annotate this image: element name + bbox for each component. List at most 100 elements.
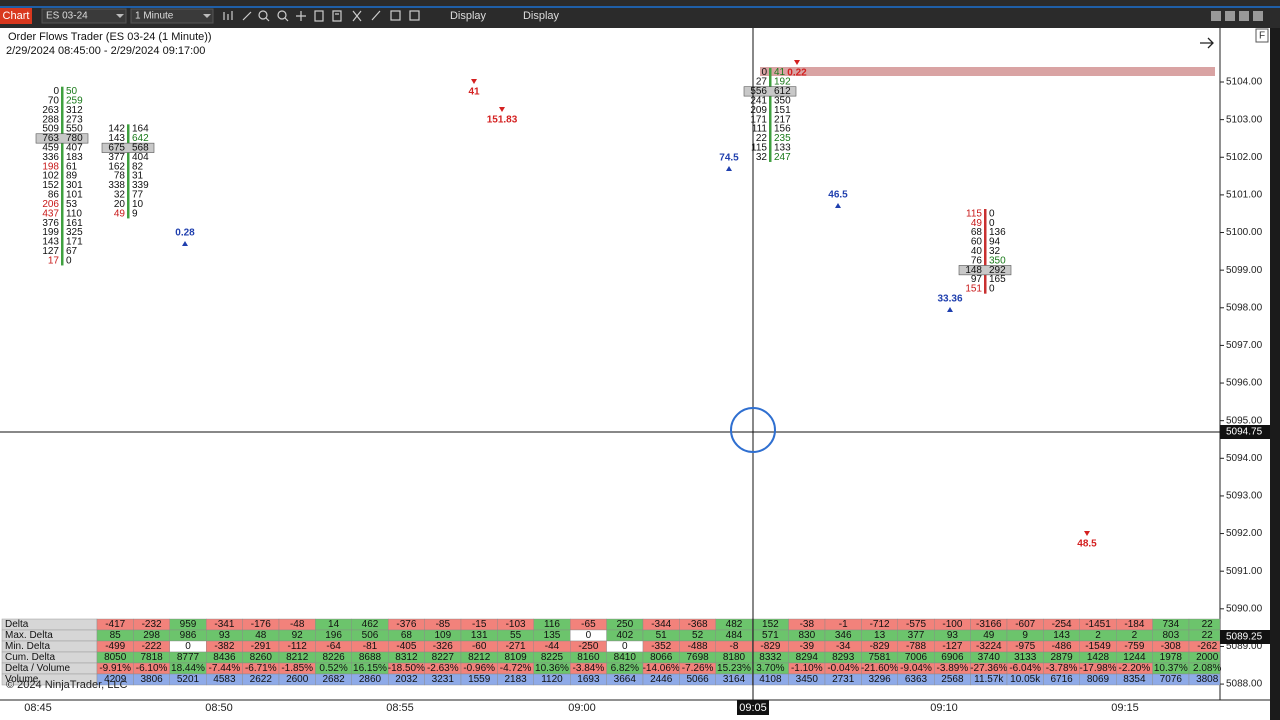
bid-volume: 336	[42, 152, 59, 163]
stat-value: -376	[396, 619, 416, 630]
stat-value: 7006	[905, 652, 928, 663]
ask-volume: 259	[66, 95, 83, 106]
window-controls[interactable]	[1211, 11, 1263, 21]
stat-value: -3.89%	[937, 663, 969, 674]
ask-volume: 164	[132, 124, 149, 135]
value-area-band	[760, 67, 1215, 76]
stat-value: 1693	[577, 674, 600, 685]
price-label: 5103.00	[1226, 114, 1263, 125]
stat-value: 2	[1095, 630, 1101, 641]
bid-volume: 32	[114, 190, 126, 201]
stat-value: 9	[1022, 630, 1028, 641]
ask-volume: 110	[66, 208, 82, 219]
stat-value: -1.85%	[281, 663, 313, 674]
stat-value: -7.26%	[682, 663, 714, 674]
stat-value: 3.70%	[756, 663, 784, 674]
stat-value: 2	[1132, 630, 1138, 641]
toolbar-icons[interactable]	[223, 10, 420, 22]
scroll-arrow[interactable]	[1200, 37, 1214, 49]
instrument-select[interactable]	[41, 8, 127, 24]
stat-value: 10.05k	[1010, 674, 1041, 685]
price-label: 5096.00	[1226, 378, 1263, 389]
stat-value: 7076	[1160, 674, 1183, 685]
stat-value: 959	[180, 619, 197, 630]
stat-value: 55	[510, 630, 522, 641]
bid-volume: 151	[965, 284, 982, 295]
ask-volume: 292	[989, 265, 1006, 276]
row-label: Delta	[5, 619, 29, 630]
annotation-triangle	[794, 60, 800, 65]
bid-volume: 78	[114, 171, 126, 182]
chart-tab-label[interactable]: Chart	[3, 10, 30, 22]
stat-value: -829	[760, 641, 780, 652]
ask-volume: 77	[132, 190, 144, 201]
price-label: 5102.00	[1226, 152, 1263, 163]
stat-value: 2568	[941, 674, 964, 685]
price-label: 5095.00	[1226, 415, 1263, 426]
bid-volume: 17	[48, 255, 60, 266]
row-label: Cum. Delta	[5, 652, 55, 663]
stat-value: -2.63%	[427, 663, 459, 674]
stat-value: 3808	[1196, 674, 1219, 685]
stat-value: -788	[906, 641, 926, 652]
stat-value: -17.98%	[1079, 663, 1116, 674]
bid-volume: 459	[42, 142, 59, 153]
stat-value: -6.04%	[1009, 663, 1041, 674]
stat-value: 8109	[504, 652, 527, 663]
stat-value: 0	[586, 630, 592, 641]
stat-value: 986	[180, 630, 197, 641]
annotation-triangle	[182, 241, 188, 246]
stat-value: 8410	[614, 652, 637, 663]
stat-value: -48	[290, 619, 305, 630]
annotation-triangle	[471, 79, 477, 84]
bid-volume: 162	[108, 161, 125, 172]
poc-cell	[743, 86, 797, 97]
stat-value: 3231	[432, 674, 455, 685]
stat-value: 3806	[140, 674, 163, 685]
stat-value: -34	[836, 641, 851, 652]
annotation-triangle	[726, 166, 732, 171]
stat-value: 830	[798, 630, 815, 641]
instrument-label[interactable]: ES 03-24	[46, 11, 88, 22]
stats-table: Delta -417 -232 959 -341 -176 -48 14 462 -376 -85 -…	[1, 618, 1221, 686]
stat-value: 402	[616, 630, 633, 641]
stat-value: -759	[1124, 641, 1144, 652]
bid-volume: 22	[756, 133, 768, 144]
stat-value: -488	[688, 641, 708, 652]
stat-value: 7818	[140, 652, 163, 663]
price-axis: 5104.00 5103.00 5102.00 5101.00 5100.00 5099.…	[1220, 77, 1270, 690]
stat-value: 4583	[213, 674, 236, 685]
stat-value: 196	[325, 630, 342, 641]
price-label: 5097.00	[1226, 340, 1263, 351]
f-button-glyph[interactable]: F	[1259, 31, 1265, 42]
f-button[interactable]	[1255, 28, 1269, 43]
interval-label[interactable]: 1 Minute	[135, 11, 174, 22]
chart-tab[interactable]	[0, 8, 32, 24]
stat-value: -6.71%	[245, 663, 277, 674]
bid-volume: 377	[108, 152, 125, 163]
stat-value: -3166	[976, 619, 1002, 630]
crosshair-price-box	[1220, 425, 1270, 439]
bid-volume: 97	[971, 274, 983, 285]
stat-value: -44	[545, 641, 560, 652]
stat-value: 462	[362, 619, 379, 630]
display-button[interactable]: Display	[523, 10, 560, 22]
stat-value: 85	[110, 630, 122, 641]
stat-value: 93	[219, 630, 231, 641]
interval-select[interactable]	[130, 8, 214, 24]
stat-value: -1451	[1085, 619, 1111, 630]
stat-value: 52	[692, 630, 704, 641]
ask-volume: 31	[132, 171, 144, 182]
stat-value: 2.08%	[1193, 663, 1221, 674]
stat-value: 2682	[322, 674, 345, 685]
stat-value: 0.52%	[319, 663, 347, 674]
ask-volume: 82	[132, 161, 144, 172]
ask-volume: 171	[66, 237, 83, 248]
bid-volume: 49	[971, 218, 983, 229]
stat-value: -712	[870, 619, 890, 630]
display-button[interactable]: Display	[450, 10, 487, 22]
bid-volume: 509	[42, 124, 59, 135]
bid-volume: 675	[108, 142, 125, 153]
stat-value: 68	[401, 630, 413, 641]
annotation: 48.5	[1077, 539, 1097, 550]
